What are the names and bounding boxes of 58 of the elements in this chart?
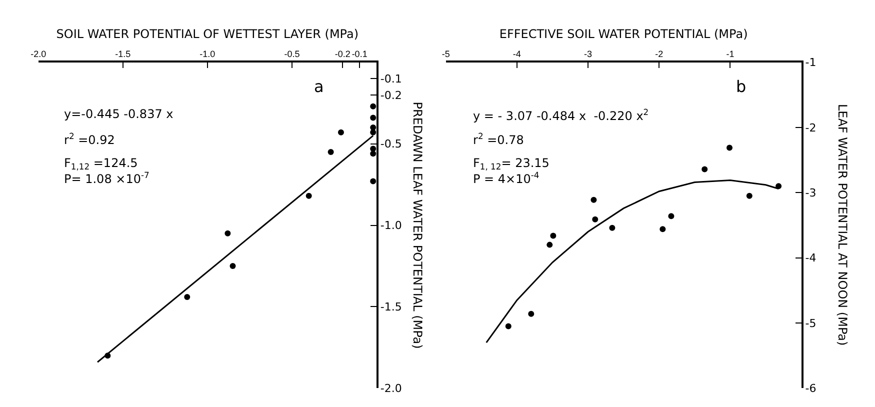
annotation: P= 1.08 ×10$^{-7}$ <box>64 170 150 186</box>
annotation: b <box>736 77 746 96</box>
y-axis-title: PREDAWN LEAF WATER POTENTIAL (MPa) <box>410 102 425 349</box>
point <box>370 178 376 184</box>
y-tick-label: -6 <box>805 382 816 396</box>
y-tick-label: -1.5 <box>380 300 402 314</box>
point <box>550 232 556 239</box>
y-tick-label: -0.2 <box>380 88 402 102</box>
y-tick-label: -0.1 <box>380 72 402 86</box>
annotation: r$^{2}$ =0.92 <box>64 131 115 148</box>
x-tick-label: -0.1 <box>352 48 368 59</box>
point <box>746 192 752 199</box>
point <box>370 103 376 110</box>
point <box>590 196 597 203</box>
point <box>328 148 334 155</box>
point <box>726 144 733 151</box>
annotation: y = - 3.07 -0.484 x -0.220 x$^{2}$ <box>473 107 649 124</box>
x-tick-label: -2.0 <box>30 48 46 59</box>
x-tick-label: -0.5 <box>284 48 300 59</box>
point <box>668 213 674 220</box>
point <box>370 114 376 121</box>
point <box>184 294 190 300</box>
point <box>528 310 534 317</box>
point <box>370 150 376 157</box>
x-tick-label: -5 <box>442 48 450 59</box>
annotation: P = 4×10$^{-4}$ <box>473 170 540 186</box>
y-tick-label: -5 <box>805 316 816 330</box>
point <box>338 129 344 136</box>
annotation: F$_{1, 12}$= 23.15 <box>473 156 550 172</box>
x-tick-label: -4 <box>512 48 521 59</box>
annotation: r$^{2}$ =0.78 <box>473 131 524 148</box>
point <box>592 216 598 222</box>
point <box>660 226 666 232</box>
point <box>230 262 236 269</box>
x-tick-label: -2 <box>655 48 664 59</box>
annotation: F$_{1,12}$ =124.5 <box>64 156 138 172</box>
point <box>306 192 312 199</box>
point <box>224 230 231 236</box>
x-tick-label: -1.0 <box>200 48 216 59</box>
x-axis-title: EFFECTIVE SOIL WATER POTENTIAL (MPa) <box>499 26 748 41</box>
point <box>702 166 708 172</box>
x-tick-label: -0.2 <box>334 48 350 59</box>
y-tick-label: -2 <box>805 121 816 134</box>
y-tick-label: -0.5 <box>380 138 402 151</box>
point <box>609 224 616 231</box>
x-axis-title: SOIL WATER POTENTIAL OF WETTEST LAYER (MPa) <box>56 26 359 41</box>
annotation: a <box>314 77 324 96</box>
y-tick-label: -2.0 <box>380 382 402 396</box>
x-tick-label: -3 <box>584 48 592 59</box>
annotation: y=-0.445 -0.837 x <box>64 107 174 121</box>
point <box>505 323 512 330</box>
x-tick-label: -1 <box>726 48 734 59</box>
point <box>546 242 553 248</box>
y-tick-label: -1.0 <box>380 219 402 232</box>
x-tick-label: -1.5 <box>115 48 131 59</box>
y-tick-label: -3 <box>805 186 816 200</box>
y-axis-title: LEAF WATER POTENTIAL AT NOON (MPa) <box>836 104 850 346</box>
y-tick-label: -4 <box>805 252 816 265</box>
